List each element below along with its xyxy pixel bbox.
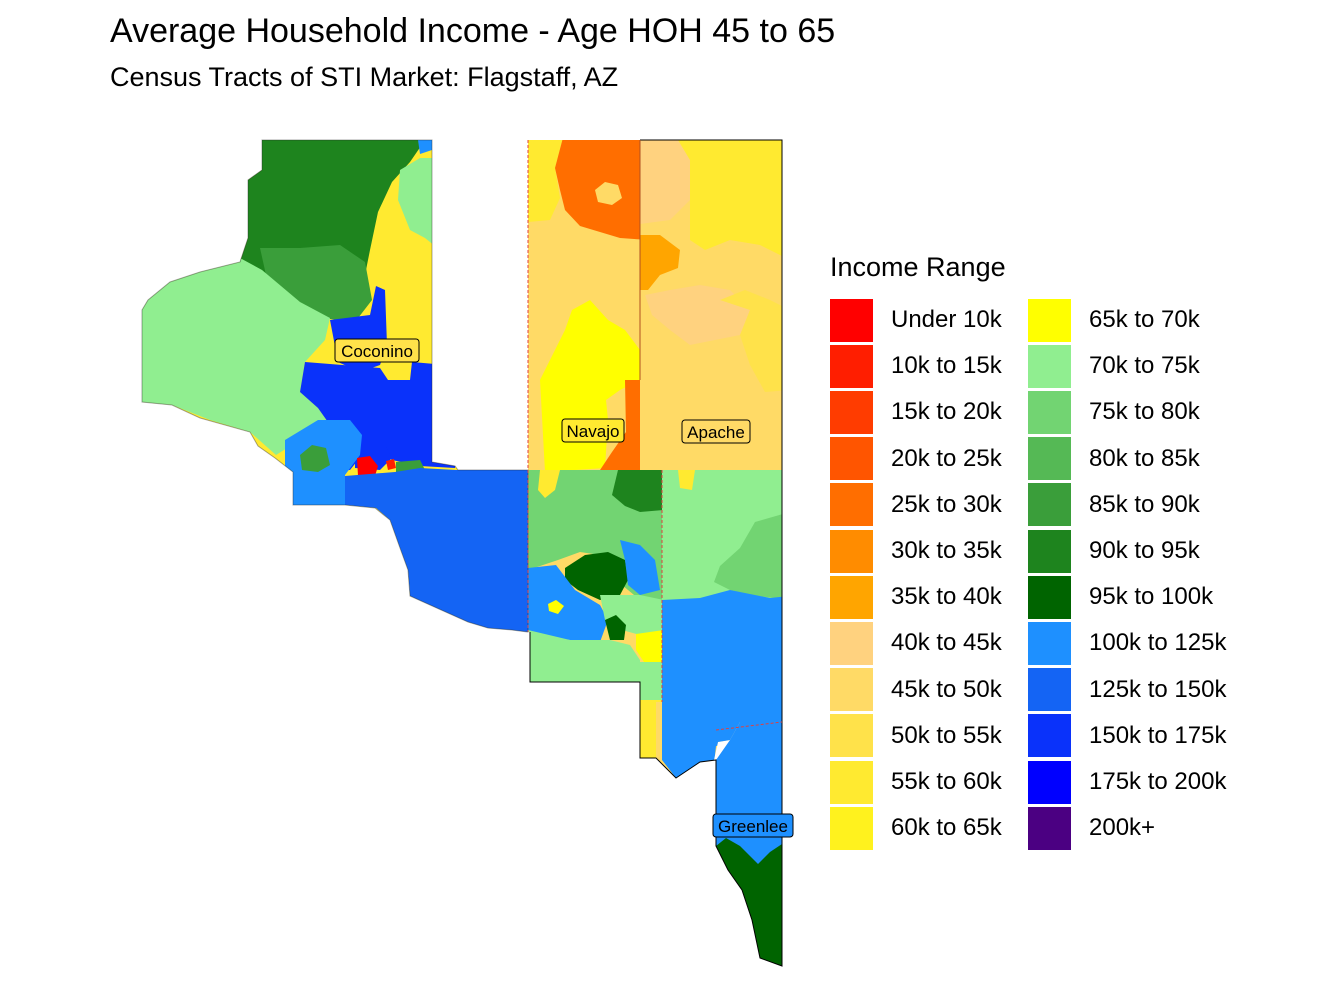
legend-label: 30k to 35k [891,537,1002,564]
svg-text:Coconino: Coconino [341,342,413,361]
legend-item: Under 10k [830,297,1002,343]
legend-item: 50k to 55k [830,713,1002,759]
legend-items: Under 10k 10k to 15k 15k to 20k 20k to 25k 2… [830,297,1310,857]
legend-swatch [830,344,873,388]
legend-label: Under 10k [891,306,1002,333]
legend-label: 85k to 90k [1089,490,1200,518]
legend-label: 25k to 30k [891,490,1002,518]
legend-item: 75k to 80k [1028,389,1200,435]
legend-item: 80k to 85k [1028,436,1200,482]
legend-swatch [1028,437,1071,481]
legend-swatch [1028,806,1071,850]
legend-label: 70k to 75k [1089,352,1200,380]
legend-label: 55k to 60k [891,768,1002,795]
svg-text:Apache: Apache [687,423,745,442]
legend-item: 100k to 125k [1028,620,1226,666]
legend-label: 60k to 65k [891,814,1002,842]
legend-swatch [1028,668,1071,712]
legend-swatch [830,390,873,434]
legend-item: 20k to 25k [830,436,1002,482]
legend-swatch [1028,483,1071,527]
svg-text:Greenlee: Greenlee [718,817,788,836]
county-coconino [142,140,528,632]
county-apache [640,140,782,778]
legend-item: 30k to 35k [830,528,1002,574]
legend-label: 150k to 175k [1089,721,1227,749]
map-title: Average Household Income - Age HOH 45 to… [110,12,836,50]
svg-text:Navajo: Navajo [567,422,620,441]
legend-label: 45k to 50k [891,675,1002,703]
legend-item: 15k to 20k [830,389,1002,435]
legend-swatch [1028,575,1071,619]
legend-label: 90k to 95k [1089,537,1200,564]
legend-label: 75k to 80k [1089,398,1200,426]
legend-label: 15k to 20k [891,398,1002,426]
legend-item: 70k to 75k [1028,343,1200,389]
legend-swatch [830,714,873,758]
legend-item: 85k to 90k [1028,482,1200,528]
legend-swatch [830,806,873,850]
legend-label: 35k to 40k [891,583,1002,611]
legend-swatch [830,668,873,712]
legend-label: 95k to 100k [1089,583,1214,611]
map-legend: Income Range Under 10k 10k to 15k 15k to 2… [830,252,1310,857]
legend-item: 150k to 175k [1028,713,1226,759]
map-subtitle: Census Tracts of STI Market: Flagstaff, … [110,62,619,92]
legend-swatch [830,298,873,342]
choropleth-map: Coconino Navajo Apache Greenlee [141,139,794,967]
legend-item: 65k to 70k [1028,297,1200,343]
legend-label: 10k to 15k [891,352,1002,380]
legend-swatch [830,437,873,481]
legend-swatch [830,483,873,527]
legend-label: 65k to 70k [1089,306,1200,333]
legend-swatch [1028,529,1071,573]
legend-item: 60k to 65k [830,805,1002,851]
county-label-coconino: Coconino [334,338,420,363]
legend-item: 200k+ [1028,805,1155,851]
legend-item: 125k to 150k [1028,667,1226,713]
legend-label: 175k to 200k [1089,768,1227,795]
county-label-greenlee: Greenlee [712,813,794,838]
legend-item: 95k to 100k [1028,574,1213,620]
legend-swatch [1028,298,1071,342]
legend-item: 175k to 200k [1028,759,1226,805]
legend-label: 20k to 25k [891,444,1002,472]
legend-label: 50k to 55k [891,721,1002,749]
legend-swatch [830,575,873,619]
legend-item: 35k to 40k [830,574,1002,620]
legend-swatch [1028,760,1071,804]
legend-swatch [1028,390,1071,434]
legend-item: 55k to 60k [830,759,1002,805]
legend-label: 200k+ [1089,814,1156,842]
legend-title: Income Range [830,252,1006,282]
legend-item: 90k to 95k [1028,528,1200,574]
legend-swatch [830,760,873,804]
legend-swatch [1028,714,1071,758]
county-label-apache: Apache [681,419,751,444]
legend-label: 40k to 45k [891,629,1002,657]
legend-item: 25k to 30k [830,482,1002,528]
legend-item: 40k to 45k [830,620,1002,666]
legend-swatch [830,621,873,665]
legend-swatch [830,529,873,573]
legend-swatch [1028,344,1071,388]
legend-label: 80k to 85k [1089,444,1200,472]
legend-label: 125k to 150k [1089,675,1227,703]
legend-item: 10k to 15k [830,343,1002,389]
legend-label: 100k to 125k [1089,629,1227,657]
county-label-navajo: Navajo [561,418,625,443]
legend-item: 45k to 50k [830,667,1002,713]
legend-swatch [1028,621,1071,665]
